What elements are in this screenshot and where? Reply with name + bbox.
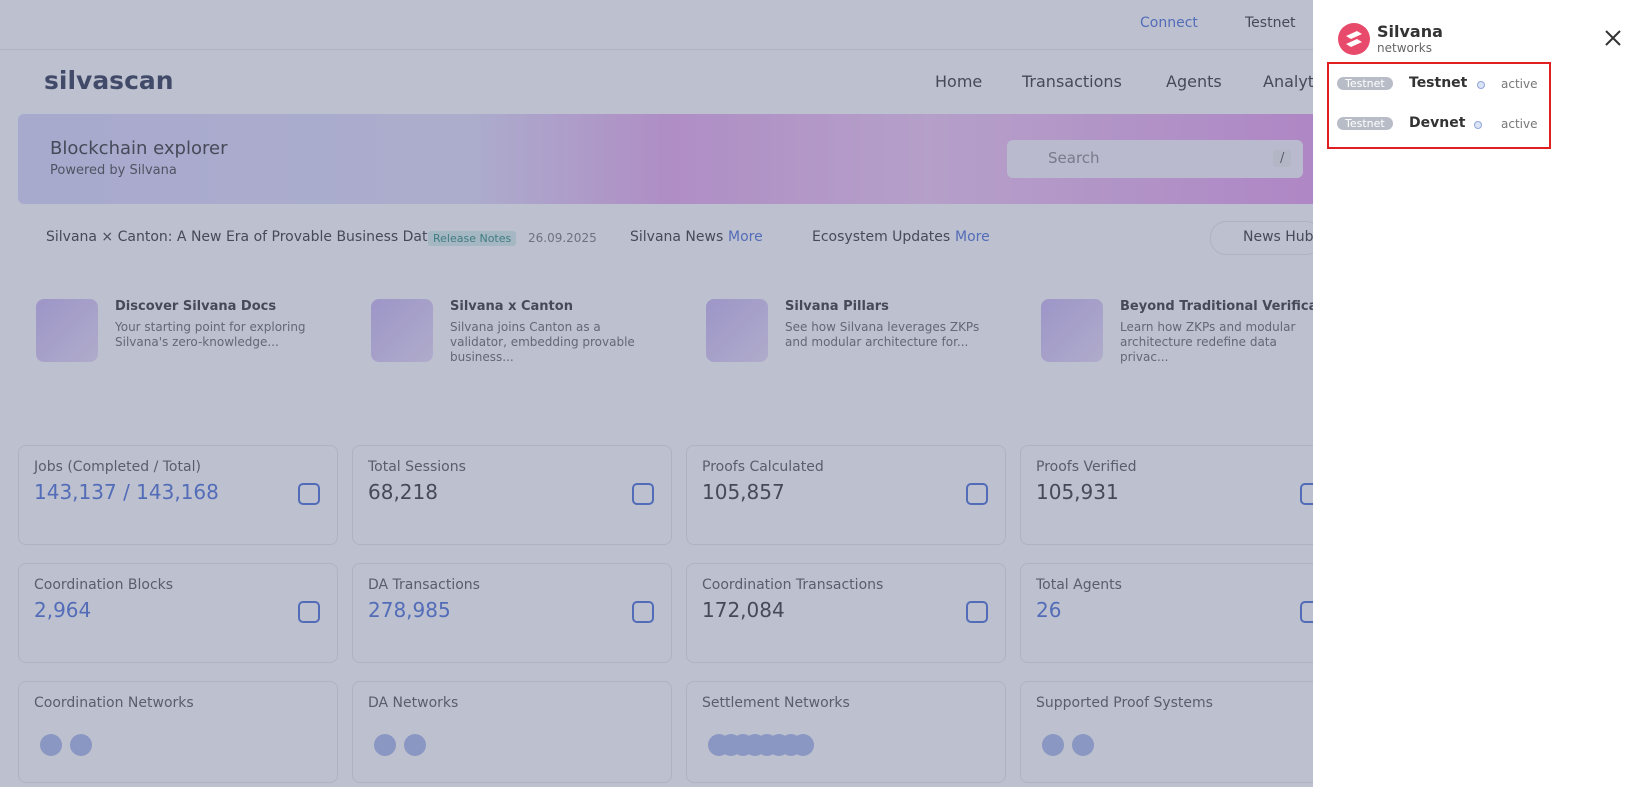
network-drawer: Silvana networks Testnet Testnet active Tes… — [1313, 0, 1637, 787]
network-badge[interactable]: Testnet — [1337, 117, 1393, 130]
silvana-logo — [1338, 23, 1370, 55]
stat-label: Total Sessions — [368, 459, 466, 475]
stat-icon — [966, 483, 988, 505]
stat-icon — [632, 483, 654, 505]
stat-icon — [298, 483, 320, 505]
article-text: See how Silvana leverages ZKPs and modul… — [785, 320, 980, 349]
nav-link[interactable]: Home — [935, 72, 983, 91]
close-button[interactable] — [1603, 28, 1623, 48]
connect-link[interactable]: Connect — [1140, 15, 1198, 31]
drawer-subtitle: networks — [1377, 41, 1432, 55]
stat-value: 68,218 — [368, 480, 438, 504]
divider — [0, 49, 1637, 50]
network-icon — [40, 734, 62, 756]
network-status: active — [1501, 117, 1538, 131]
stat-label: Proofs Verified — [1036, 459, 1137, 475]
stat-icon — [966, 601, 988, 623]
status-dot — [1477, 81, 1485, 89]
news-more[interactable]: More — [728, 229, 763, 245]
ticker-headline[interactable]: Silvana × Canton: A New Era of Provable … — [46, 229, 437, 245]
stat-icon — [632, 601, 654, 623]
network-label: Supported Proof Systems — [1036, 695, 1213, 711]
search-shortcut: / — [1273, 150, 1292, 167]
banner-subtitle: Powered by Silvana — [50, 163, 177, 178]
drawer-brand: Silvana — [1377, 22, 1443, 41]
banner-title: Blockchain explorer — [50, 138, 228, 159]
stat-card — [1020, 445, 1340, 545]
stat-value: 278,985 — [368, 598, 451, 622]
stat-label: Total Agents — [1036, 577, 1122, 593]
stat-value: 105,857 — [702, 480, 785, 504]
stat-value: 2,964 — [34, 598, 92, 622]
article-thumb — [36, 299, 98, 362]
search-box[interactable] — [1007, 140, 1303, 178]
network-name[interactable]: Devnet — [1409, 115, 1466, 131]
network-card — [18, 681, 338, 783]
stat-label: DA Transactions — [368, 577, 480, 593]
stat-card — [18, 445, 338, 545]
network-label: Coordination Networks — [34, 695, 194, 711]
stat-card — [686, 445, 1006, 545]
ecosystem-title: Ecosystem Updates — [812, 229, 951, 245]
release-badge: Release Notes — [428, 231, 517, 246]
article-title: Silvana x Canton — [450, 299, 573, 314]
news-title: Silvana News — [630, 229, 724, 245]
logo[interactable]: silvascan — [44, 66, 174, 95]
article-text: Silvana joins Canton as a validator, emb… — [450, 320, 635, 364]
stat-card — [352, 445, 672, 545]
network-label: DA Networks — [368, 695, 459, 711]
stat-label: Proofs Calculated — [702, 459, 824, 475]
article-text: Learn how ZKPs and modular architecture … — [1120, 320, 1296, 364]
network-name[interactable]: Testnet — [1409, 75, 1468, 91]
article-text: Your starting point for exploring Silvan… — [115, 320, 306, 349]
article-title: Beyond Traditional Verification — [1120, 299, 1347, 314]
network-badge[interactable]: Testnet — [1337, 77, 1393, 90]
article-thumb — [706, 299, 768, 362]
network-icon — [374, 734, 396, 756]
stat-label: Jobs (Completed / Total) — [34, 459, 201, 475]
stat-label: Coordination Blocks — [34, 577, 174, 593]
network-icon — [70, 734, 92, 756]
article-thumb — [1041, 299, 1103, 362]
network-icon — [1072, 734, 1094, 756]
stat-value: 105,931 — [1036, 480, 1119, 504]
article-title: Silvana Pillars — [785, 299, 889, 314]
search-placeholder: Search — [1048, 149, 1100, 167]
news-hub-button[interactable] — [1210, 221, 1322, 255]
stat-value: 26 — [1036, 598, 1062, 622]
network-icon — [1042, 734, 1064, 756]
stat-icon — [298, 601, 320, 623]
network-icon — [792, 734, 814, 756]
highlight-box — [1327, 62, 1551, 149]
network-card — [1020, 681, 1340, 783]
stat-card — [1020, 563, 1340, 663]
network-card — [352, 681, 672, 783]
network-icon — [404, 734, 426, 756]
nav-link[interactable]: Agents — [1166, 72, 1222, 91]
ecosystem-more[interactable]: More — [955, 229, 990, 245]
stat-card — [18, 563, 338, 663]
network-button[interactable]: Testnet — [1245, 15, 1296, 31]
article-title: Discover Silvana Docs — [115, 299, 277, 314]
status-dot — [1474, 121, 1482, 129]
news-hub-label[interactable]: News Hub — [1243, 229, 1314, 245]
stat-value: 143,137 / 143,168 — [34, 480, 219, 504]
network-label: Settlement Networks — [702, 695, 850, 711]
stat-value: 172,084 — [702, 598, 785, 622]
stat-label: Coordination Transactions — [702, 577, 884, 593]
stat-card — [686, 563, 1006, 663]
network-card — [686, 681, 1006, 783]
stat-card — [352, 563, 672, 663]
article-thumb — [371, 299, 433, 362]
ticker-date: 26.09.2025 — [528, 231, 597, 245]
network-status: active — [1501, 77, 1538, 91]
nav-link[interactable]: Transactions — [1022, 72, 1122, 91]
